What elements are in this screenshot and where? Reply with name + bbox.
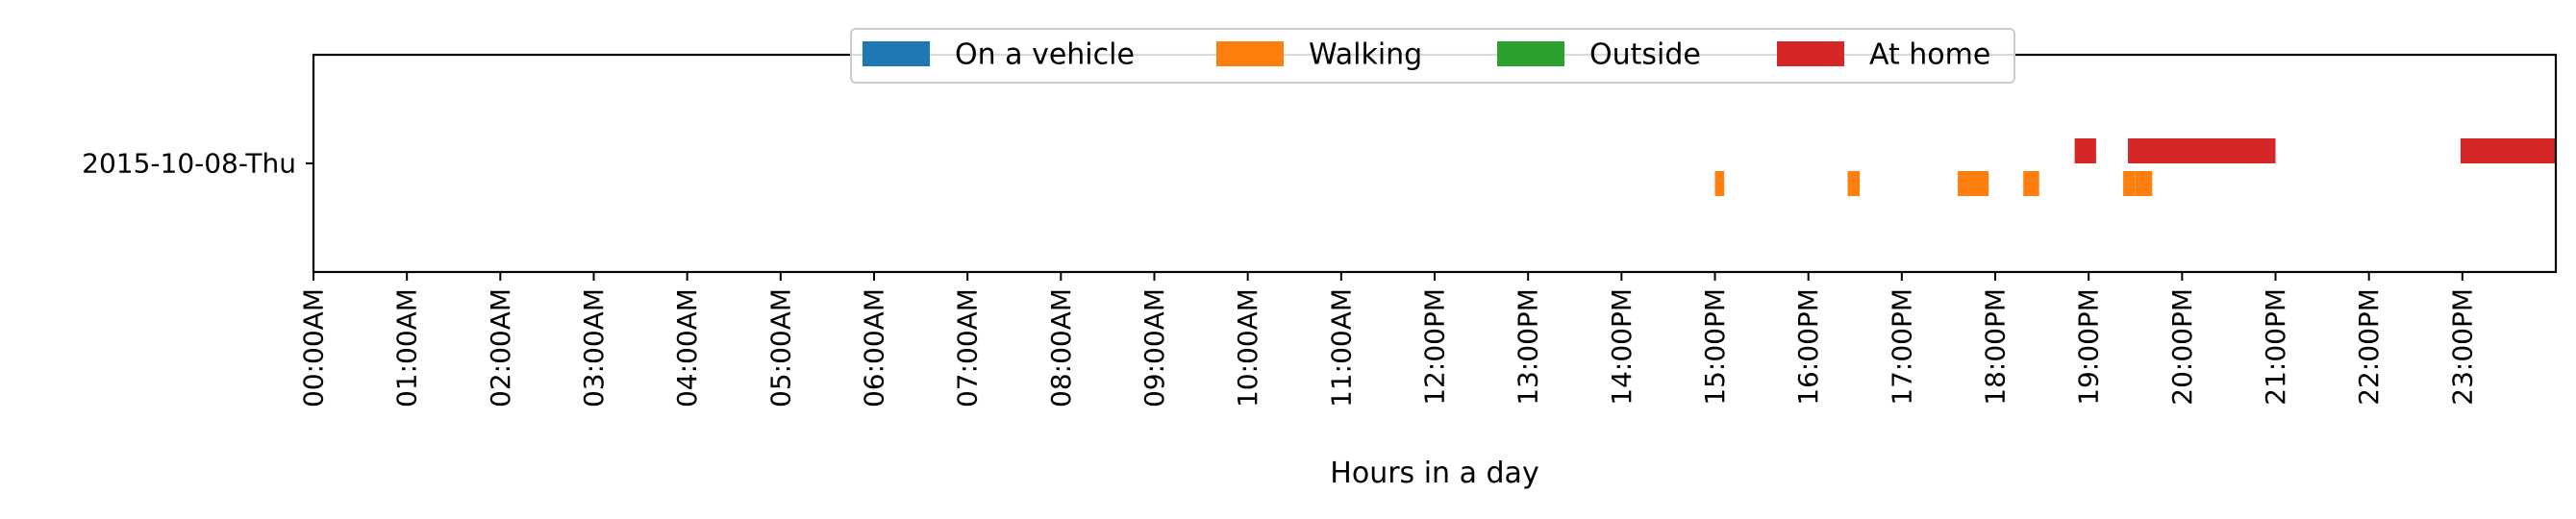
walking-interval-bar xyxy=(1847,171,1861,196)
home-interval-bar xyxy=(2128,138,2276,163)
plot-area xyxy=(1714,138,2556,196)
vehicle-legend-label: On a vehicle xyxy=(955,38,1135,72)
home-interval-bar xyxy=(2460,138,2556,163)
legend: On a vehicle Walking Outside At home xyxy=(850,28,2015,84)
x-tick-label: 07:00AM xyxy=(952,288,984,408)
home-legend-swatch xyxy=(1777,41,1844,66)
y-tick-label: 2015-10-08-Thu xyxy=(82,148,296,180)
x-tick-label: 17:00PM xyxy=(1886,288,1917,406)
vehicle-legend-swatch xyxy=(863,41,930,66)
x-tick-label: 02:00AM xyxy=(485,288,516,408)
walking-interval-bar xyxy=(1958,171,1989,196)
x-tick-label: 23:00PM xyxy=(2446,288,2478,406)
x-tick-label: 12:00PM xyxy=(1419,288,1451,406)
walking-interval-bar xyxy=(2135,171,2153,196)
walking-legend-label: Walking xyxy=(1309,38,1422,72)
outside-legend-swatch xyxy=(1497,41,1564,66)
x-tick-label: 01:00AM xyxy=(391,288,423,408)
x-tick-label: 10:00AM xyxy=(1232,288,1263,408)
y-axis: 2015-10-08-Thu xyxy=(82,148,313,180)
x-tick-label: 15:00PM xyxy=(1699,288,1731,406)
walking-legend-swatch xyxy=(1216,41,1284,66)
x-tick-label: 08:00AM xyxy=(1045,288,1077,408)
x-tick-label: 22:00PM xyxy=(2353,288,2385,406)
walking-interval-bar xyxy=(2123,171,2136,196)
x-tick-label: 16:00PM xyxy=(1792,288,1824,406)
x-tick-label: 00:00AM xyxy=(298,288,330,408)
walking-interval-bar xyxy=(2023,171,2039,196)
x-tick-label: 14:00PM xyxy=(1606,288,1638,406)
x-axis-label: Hours in a day xyxy=(1330,457,1538,490)
x-tick-label: 06:00AM xyxy=(859,288,890,408)
x-tick-label: 03:00AM xyxy=(578,288,610,408)
x-tick-label: 21:00PM xyxy=(2260,288,2291,406)
x-tick-label: 05:00AM xyxy=(764,288,796,408)
walking-interval-bar xyxy=(1714,171,1725,196)
x-tick-label: 11:00AM xyxy=(1325,288,1357,408)
x-tick-label: 04:00AM xyxy=(671,288,703,408)
home-interval-bar xyxy=(2074,138,2096,163)
x-axis: 00:00AM 01:00AM 02:00AM 03:00AM 04:00AM 05:00… xyxy=(298,272,2478,408)
legend-box xyxy=(850,28,2015,84)
x-tick-label: 19:00PM xyxy=(2073,288,2105,406)
home-legend-label: At home xyxy=(1869,38,1990,72)
x-tick-label: 09:00AM xyxy=(1138,288,1170,408)
x-tick-label: 13:00PM xyxy=(1513,288,1544,406)
x-tick-label: 20:00PM xyxy=(2166,288,2198,406)
x-tick-label: 18:00PM xyxy=(1980,288,2012,406)
outside-legend-label: Outside xyxy=(1589,38,1701,72)
